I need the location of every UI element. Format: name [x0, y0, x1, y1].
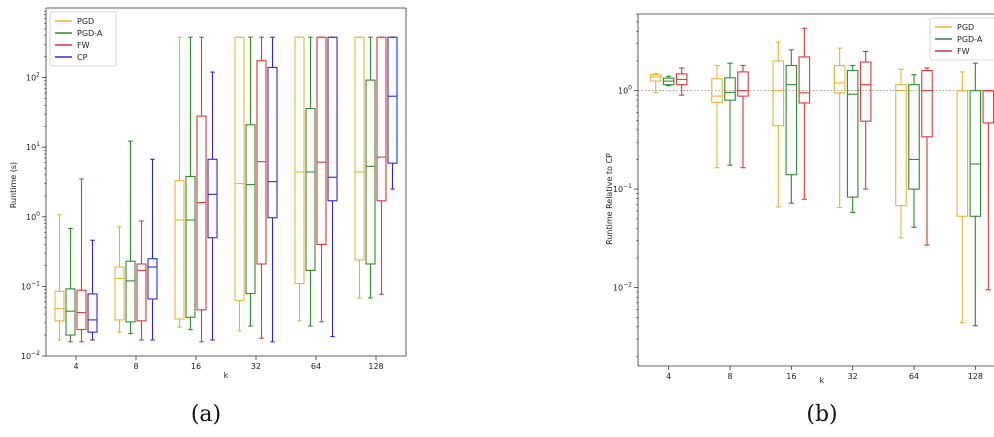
- xtick-label: 64: [311, 362, 321, 371]
- panel-a-minor-ticks: [44, 10, 46, 336]
- panel-b-legend: PGD PGD-A FW: [929, 17, 994, 61]
- panel-b-axes: [637, 13, 994, 367]
- xtick-label: 16: [191, 362, 201, 371]
- box-pgd-k128: [354, 36, 365, 299]
- box-pgd-a-k64: [305, 36, 316, 327]
- ytick-label: 100: [26, 211, 40, 222]
- box-fw-k128: [376, 36, 387, 295]
- box-pgd-k32: [833, 47, 846, 209]
- box-pgd-a-k4: [662, 75, 675, 87]
- box-cp-k8: [147, 158, 158, 341]
- panel-a: Runtime (s) k (a) 10−2 10−1 100 101 102 4 8 16 3…: [9, 7, 407, 427]
- ytick-label: 10−2: [21, 350, 40, 361]
- box-pgd-a-k128: [365, 36, 376, 299]
- box-pgd-a-k4: [65, 227, 76, 343]
- box-fw-k64: [921, 67, 933, 246]
- box-fw-k8: [136, 220, 147, 341]
- box-fw-k16: [798, 27, 811, 200]
- box-fw-k64: [316, 36, 327, 323]
- ytick-label: 10−1: [613, 183, 632, 194]
- panel-a-legend: PGD PGD-A FW CP: [49, 11, 117, 67]
- ytick-label: 101: [26, 141, 40, 152]
- panel-a-caption: (a): [191, 402, 221, 427]
- legend-label: PGD-A: [957, 35, 983, 44]
- xtick-label: 128: [368, 362, 383, 371]
- legend-label: PGD-A: [77, 29, 103, 38]
- box-pgd-k4: [54, 214, 65, 341]
- box-pgd-k128: [956, 71, 969, 324]
- xtick-label: 32: [251, 362, 261, 371]
- xtick-label: 8: [133, 362, 138, 371]
- box-cp-k16: [207, 71, 218, 341]
- box-pgd-k16: [174, 36, 185, 328]
- box-pgd-k32: [234, 36, 245, 332]
- box-pgd-a-k64: [908, 74, 920, 228]
- panel-a-axes: [45, 7, 407, 357]
- box-cp-k64: [327, 36, 338, 338]
- box-pgd-k4: [649, 73, 662, 94]
- legend-label: FW: [957, 47, 970, 56]
- ytick-label: 10−1: [21, 280, 40, 291]
- box-pgd-k64: [895, 68, 907, 239]
- ytick-label: 10−2: [613, 282, 632, 293]
- box-pgd-k8: [114, 226, 125, 333]
- box-fw-k4: [675, 67, 688, 96]
- box-pgd-a-k8: [724, 62, 736, 166]
- box-cp-k4: [87, 239, 98, 341]
- panel-b: Runtime Relative to CP k (b) 10−2 10−1 100…: [605, 13, 994, 427]
- xtick-label: 4: [73, 362, 78, 371]
- box-pgd-k64: [294, 36, 305, 322]
- xtick-label: 32: [848, 372, 858, 381]
- ytick-label: 102: [26, 72, 40, 83]
- panel-a-xlabel: k: [224, 371, 229, 380]
- box-fw-k128: [982, 90, 994, 291]
- box-fw-k4: [76, 178, 87, 343]
- legend-label: PGD: [77, 17, 94, 26]
- box-pgd-k16: [772, 41, 785, 208]
- box-cp-k128: [387, 36, 398, 190]
- box-fw-k32: [859, 50, 872, 190]
- legend-label: CP: [77, 53, 88, 62]
- box-cp-k32: [267, 36, 278, 343]
- xtick-label: 8: [727, 372, 732, 381]
- panel-b-ylabel: Runtime Relative to CP: [605, 153, 614, 245]
- box-pgd-a-k32: [846, 64, 859, 213]
- box-pgd-a-k16: [185, 36, 196, 331]
- box-fw-k8: [737, 64, 749, 169]
- box-pgd-a-k16: [785, 49, 798, 204]
- xtick-label: 16: [786, 372, 796, 381]
- panel-b-minor-ticks: [636, 13, 638, 357]
- box-pgd-k8: [711, 64, 723, 169]
- ytick-label: 100: [618, 85, 632, 96]
- panel-b-xlabel: k: [820, 376, 825, 385]
- xtick-label: 128: [968, 372, 983, 381]
- box-fw-k32: [256, 36, 267, 339]
- panel-b-caption: (b): [806, 402, 837, 427]
- box-fw-k16: [196, 36, 207, 343]
- panel-a-ylabel: Runtime (s): [9, 162, 18, 208]
- box-pgd-a-k32: [245, 36, 256, 327]
- legend-label: PGD: [957, 23, 974, 32]
- box-pgd-a-k128: [969, 62, 982, 327]
- xtick-label: 64: [909, 372, 919, 381]
- legend-label: FW: [77, 41, 90, 50]
- xtick-label: 4: [666, 372, 671, 381]
- box-pgd-a-k8: [125, 140, 136, 335]
